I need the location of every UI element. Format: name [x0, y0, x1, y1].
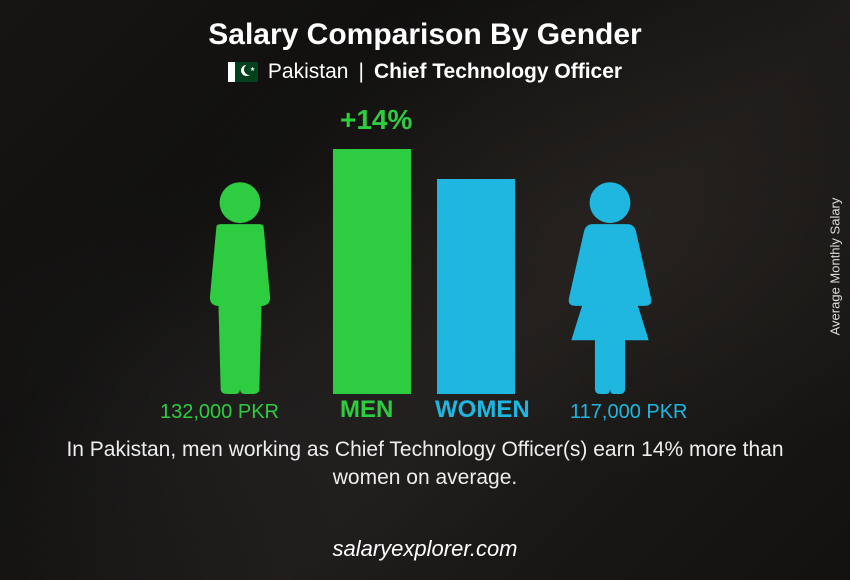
- y-axis-label: Average Monthly Salary: [828, 198, 843, 336]
- separator: |: [358, 60, 363, 84]
- women-label: WOMEN: [435, 396, 530, 424]
- page-title: Salary Comparison By Gender: [208, 18, 641, 52]
- men-salary-value: 132,000 PKR: [160, 401, 279, 424]
- gender-salary-chart: Average Monthly Salary +14% 132,000 PKR …: [65, 94, 785, 424]
- female-person-icon: [555, 179, 665, 394]
- difference-percent: +14%: [340, 104, 412, 136]
- pakistan-flag-icon: ★: [228, 62, 258, 82]
- job-title: Chief Technology Officer: [374, 60, 622, 84]
- male-person-icon: [185, 179, 295, 394]
- country-label: Pakistan: [268, 60, 349, 84]
- men-label: MEN: [340, 396, 393, 424]
- source-url: salaryexplorer.com: [332, 536, 517, 562]
- content-wrapper: Salary Comparison By Gender ★ Pakistan |…: [0, 0, 850, 580]
- women-salary-value: 117,000 PKR: [570, 401, 688, 424]
- men-salary-bar: [333, 149, 411, 394]
- subtitle: ★ Pakistan | Chief Technology Officer: [228, 60, 622, 84]
- summary-text: In Pakistan, men working as Chief Techno…: [55, 436, 795, 493]
- women-salary-bar: [437, 179, 515, 394]
